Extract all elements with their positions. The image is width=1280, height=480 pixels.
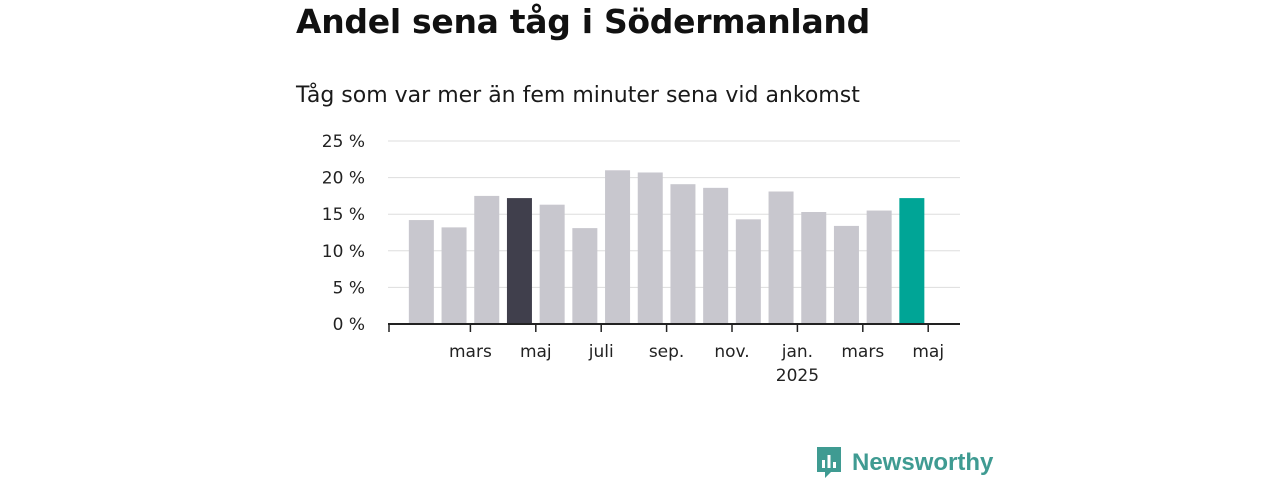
bar [539, 204, 565, 324]
y-tick-label: 25 % [322, 132, 365, 152]
y-tick-label: 5 % [333, 278, 365, 298]
bar [474, 195, 500, 324]
x-tick-label: maj [912, 342, 944, 362]
x-tick-label: nov. [714, 342, 749, 362]
y-tick-label: 0 % [333, 315, 365, 335]
bar [866, 210, 892, 324]
brand-name: Newsworthy [852, 449, 994, 476]
bar [670, 184, 696, 324]
bar [637, 172, 663, 324]
y-tick-label: 10 % [322, 242, 365, 262]
chart-title: Andel sena tåg i Södermanland [296, 2, 870, 41]
x-tick-label: juli [588, 342, 614, 362]
x-tick-label: maj [520, 342, 552, 362]
bar [899, 198, 925, 324]
newsworthy-logo: Newsworthy [815, 446, 993, 480]
bar [572, 228, 598, 324]
bar [833, 225, 859, 324]
x-tick-label: mars [841, 342, 884, 362]
x-tick-label: jan. [781, 342, 813, 362]
chart-subtitle: Tåg som var mer än fem minuter sena vid … [296, 83, 860, 108]
x-tick-label: mars [449, 342, 492, 362]
x-tick-label: sep. [649, 342, 685, 362]
bar [768, 191, 794, 324]
bar [801, 212, 827, 324]
bar [441, 227, 467, 324]
x-tick-year-label: 2025 [776, 366, 819, 386]
bar [408, 220, 434, 324]
bar [735, 219, 761, 324]
y-tick-label: 15 % [322, 205, 365, 225]
bar [703, 187, 729, 324]
bar [605, 170, 631, 324]
bar-chart-speech-bubble-icon [817, 447, 841, 478]
y-tick-label: 20 % [322, 169, 365, 189]
bar [506, 198, 532, 324]
